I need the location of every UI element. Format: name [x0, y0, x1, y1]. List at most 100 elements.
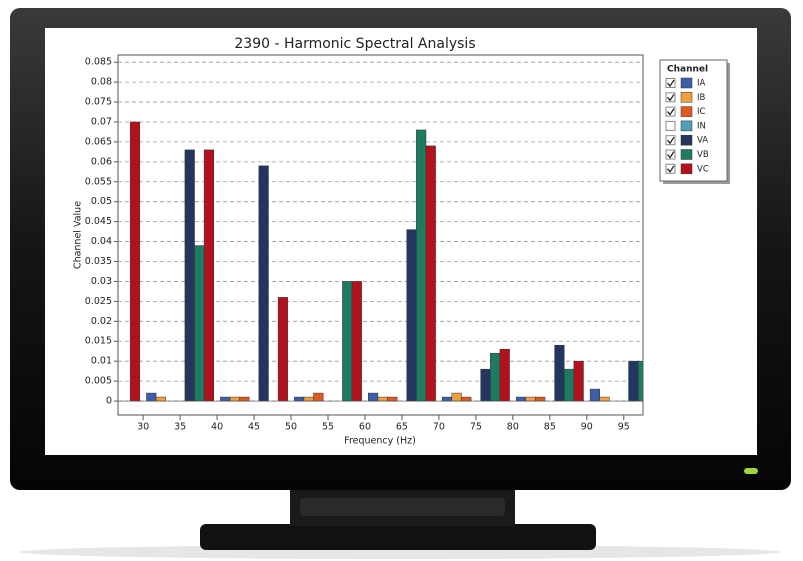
x-tick-label: 75 [470, 422, 482, 433]
legend-label: IC [697, 107, 706, 117]
x-tick-label: 55 [322, 422, 334, 433]
legend-checkmark [667, 79, 675, 88]
power-led [744, 468, 758, 474]
legend-swatch [680, 163, 693, 175]
bar [155, 396, 166, 402]
bar [499, 348, 510, 402]
bar [589, 388, 600, 402]
legend-title: Channel [667, 65, 708, 75]
bar [451, 392, 462, 402]
bar [220, 396, 231, 402]
bar [229, 396, 240, 402]
x-tick-label: 85 [544, 422, 556, 433]
bar [535, 396, 546, 402]
bar [406, 229, 417, 402]
legend-label: IN [697, 121, 706, 131]
legend-checkbox [665, 92, 676, 103]
bar [628, 360, 639, 402]
bar [490, 352, 501, 402]
legend-checkbox [665, 106, 676, 117]
legend-checkbox [665, 149, 676, 160]
x-tick-label: 30 [137, 422, 149, 433]
y-tick-label: 0.08 [91, 77, 112, 88]
bar [203, 149, 215, 402]
y-tick-label: 0.075 [85, 97, 112, 108]
bar [441, 396, 453, 402]
y-tick-label: 0.065 [85, 136, 112, 147]
bar [377, 396, 388, 402]
legend-checkmark [667, 151, 675, 159]
bar [637, 360, 643, 402]
legend-swatch [680, 106, 693, 117]
y-tick-label: 0.035 [85, 256, 112, 267]
bar [194, 245, 205, 402]
x-tick-label: 70 [433, 422, 445, 433]
bar [368, 392, 379, 402]
x-tick-label: 60 [359, 422, 371, 433]
y-tick-label: 0.02 [91, 316, 112, 327]
legend-swatch [680, 92, 693, 103]
legend-swatch [680, 120, 693, 132]
y-tick-label: 0.025 [85, 296, 112, 307]
x-tick-label: 90 [581, 422, 593, 433]
y-tick-label: 0.05 [91, 196, 112, 207]
y-tick-label: 0.04 [91, 236, 112, 247]
bar [525, 396, 536, 402]
legend-label: VC [697, 164, 709, 174]
bar [184, 149, 195, 402]
bar [129, 121, 141, 402]
bar [239, 396, 250, 402]
x-tick-label: 35 [174, 422, 186, 433]
legend-label: VA [697, 136, 708, 146]
bar [313, 392, 324, 402]
bar [599, 396, 610, 402]
legend-checkmark [667, 136, 675, 145]
x-tick-label: 45 [248, 422, 260, 433]
legend-checkbox [665, 163, 676, 174]
bar [351, 281, 362, 402]
chart-title: 2390 - Harmonic Spectral Analysis [234, 36, 475, 52]
bar [461, 396, 472, 402]
y-tick-label: 0.07 [91, 116, 112, 127]
x-tick-label: 50 [285, 422, 297, 433]
stand-slot [300, 498, 505, 516]
y-tick-label: 0.015 [85, 336, 112, 347]
bar [146, 392, 157, 402]
x-tick-label: 80 [507, 422, 519, 433]
bar [515, 396, 527, 402]
x-tick-label: 95 [618, 422, 630, 433]
legend-label: IA [697, 79, 706, 89]
bar [573, 360, 584, 402]
y-tick-label: 0.055 [85, 176, 112, 187]
stand-base [200, 524, 596, 550]
x-axis-label: Frequency (Hz) [344, 436, 416, 447]
bar [480, 368, 491, 402]
legend-checkbox [665, 135, 676, 146]
x-tick-label: 40 [211, 422, 223, 433]
bar [342, 281, 353, 402]
y-tick-label: 0.01 [91, 356, 112, 367]
y-tick-label: 0.06 [91, 156, 112, 167]
bar [303, 396, 314, 402]
legend-swatch [680, 149, 693, 160]
legend-swatch [680, 77, 693, 89]
legend-label: VB [697, 150, 709, 160]
legend-checkmark [667, 165, 675, 173]
bar [416, 129, 427, 402]
bar [425, 145, 436, 402]
bar [294, 396, 305, 402]
x-tick-label: 65 [396, 422, 408, 433]
bar [387, 396, 398, 402]
y-axis-label: Channel Value [73, 201, 84, 269]
bar [554, 344, 565, 402]
legend-label: IB [697, 93, 706, 103]
legend-swatch [680, 134, 693, 146]
bar [564, 368, 575, 402]
chart: 2390 - Harmonic Spectral Analysis Freque… [73, 36, 730, 447]
y-tick-label: 0.03 [91, 276, 112, 287]
y-tick-label: 0.085 [85, 57, 112, 68]
legend-checkmark [667, 108, 675, 116]
y-tick-label: 0 [106, 396, 112, 407]
